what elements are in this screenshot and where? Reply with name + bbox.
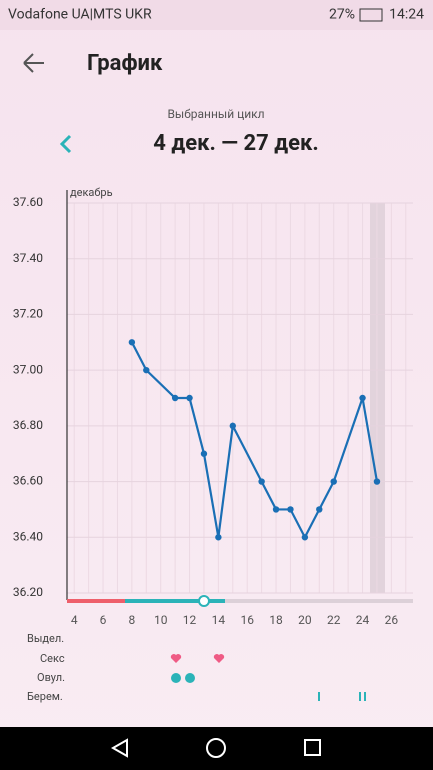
pregnancy-icon: [359, 692, 361, 701]
cycle-caption: Выбранный цикл: [167, 107, 264, 121]
battery-icon: [359, 8, 383, 22]
ovulation-marker: [198, 595, 210, 607]
fertile-bar: [125, 599, 225, 603]
back-button[interactable]: [23, 53, 44, 73]
data-point: [215, 534, 222, 541]
data-point: [143, 366, 150, 374]
series-line: [130, 341, 379, 540]
row-label: Секс: [40, 652, 65, 665]
cycle-range: 4 дек. — 27 дек.: [153, 131, 319, 156]
pregnancy-icon: [318, 692, 320, 701]
x-tick-label: 22: [327, 613, 341, 627]
y-tick-label: 36.80: [13, 418, 43, 432]
data-point: [229, 422, 236, 430]
nav-recent[interactable]: [304, 739, 321, 756]
data-point: [359, 394, 366, 402]
x-tick-label: 10: [154, 613, 168, 627]
x-tick-label: 4: [71, 613, 78, 627]
data-point: [316, 506, 323, 513]
data-point: [128, 339, 136, 346]
x-tick-label: 14: [212, 613, 226, 627]
ovulation-icon: [185, 673, 195, 683]
carrier: Vodafone UA|MTS UKR: [8, 7, 152, 23]
x-tick-label: 8: [129, 613, 136, 627]
x-tick-label: 26: [385, 613, 399, 627]
y-tick-label: 37.00: [13, 362, 43, 376]
y-tick-label: 37.40: [13, 251, 43, 265]
prev-cycle[interactable]: [59, 134, 72, 154]
data-point: [171, 394, 179, 402]
y-tick-label: 36.60: [13, 474, 43, 488]
today-column: [370, 203, 385, 593]
period-bar: [67, 599, 125, 603]
nav-home[interactable]: [206, 738, 226, 758]
x-tick-label: 18: [269, 613, 283, 627]
x-tick-label: 24: [356, 613, 370, 627]
ovulation-icon: [171, 673, 181, 683]
data-point: [330, 478, 337, 485]
data-point: [272, 506, 280, 513]
row-label: Берем.: [27, 690, 63, 703]
y-tick-label: 37.60: [13, 195, 43, 209]
pregnancy-icon: [364, 692, 366, 701]
x-tick-label: 16: [240, 613, 254, 627]
sex-icon: [170, 654, 182, 663]
x-axis-label: декабрь: [70, 186, 113, 199]
y-tick-label: 36.40: [13, 529, 43, 543]
cycle-bar: [67, 599, 413, 603]
y-tick-label: 36.20: [13, 585, 43, 599]
nav-back[interactable]: [110, 738, 128, 758]
row-label: Овул.: [37, 671, 65, 684]
x-tick-label: 6: [100, 613, 107, 627]
grid: [67, 202, 413, 594]
nav-bar: [0, 727, 433, 770]
status-bar: [0, 0, 433, 30]
page-title: График: [87, 51, 163, 76]
x-tick-label: 12: [183, 613, 197, 627]
data-point: [200, 450, 208, 457]
battery: 27%: [329, 7, 355, 23]
clock: 14:24: [389, 7, 424, 23]
data-point: [287, 506, 294, 513]
data-point: [186, 394, 193, 402]
y-tick-label: 37.20: [13, 307, 43, 321]
x-tick-label: 20: [298, 613, 312, 627]
sex-icon: [213, 654, 225, 663]
data-point: [301, 534, 309, 541]
data-point: [373, 478, 381, 485]
row-label: Выдел.: [27, 632, 64, 645]
data-point: [258, 478, 265, 485]
